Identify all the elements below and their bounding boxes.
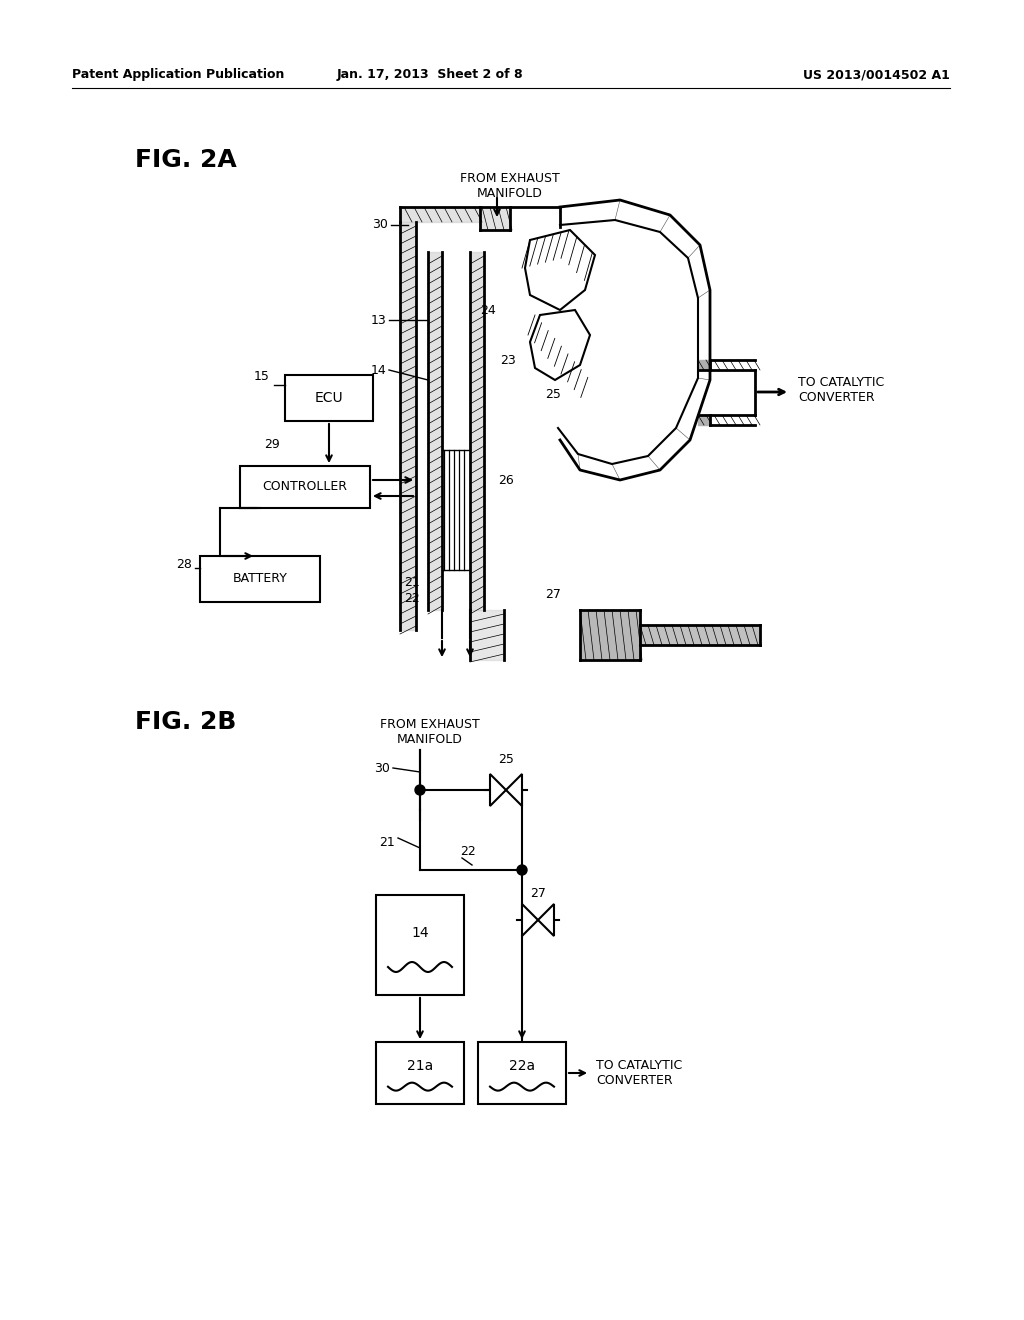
Text: 30: 30: [372, 219, 388, 231]
Polygon shape: [480, 207, 510, 230]
Text: 28: 28: [176, 558, 193, 572]
Text: 26: 26: [498, 474, 514, 487]
Text: FROM EXHAUST
MANIFOLD: FROM EXHAUST MANIFOLD: [460, 172, 560, 201]
Text: BATTERY: BATTERY: [232, 573, 288, 586]
Text: 22: 22: [404, 591, 420, 605]
Polygon shape: [640, 624, 760, 645]
Text: TO CATALYTIC
CONVERTER: TO CATALYTIC CONVERTER: [596, 1059, 682, 1086]
FancyBboxPatch shape: [376, 1041, 464, 1104]
Polygon shape: [506, 774, 522, 807]
Text: 15: 15: [254, 370, 270, 383]
Text: 21: 21: [379, 837, 395, 850]
Text: Patent Application Publication: Patent Application Publication: [72, 69, 285, 81]
Text: FIG. 2A: FIG. 2A: [135, 148, 237, 172]
Text: 21a: 21a: [407, 1059, 433, 1073]
Polygon shape: [525, 230, 595, 310]
Circle shape: [415, 785, 425, 795]
FancyBboxPatch shape: [376, 895, 464, 995]
Text: 22: 22: [460, 845, 476, 858]
Text: FROM EXHAUST
MANIFOLD: FROM EXHAUST MANIFOLD: [380, 718, 480, 746]
Text: 14: 14: [412, 927, 429, 940]
Text: TO CATALYTIC
CONVERTER: TO CATALYTIC CONVERTER: [798, 376, 885, 404]
Circle shape: [517, 865, 527, 875]
Text: 29: 29: [264, 438, 280, 451]
Polygon shape: [698, 414, 710, 425]
Text: 24: 24: [480, 304, 496, 317]
Polygon shape: [522, 904, 538, 936]
Polygon shape: [490, 774, 506, 807]
Polygon shape: [580, 610, 640, 660]
Text: ECU: ECU: [314, 391, 343, 405]
Text: 27: 27: [530, 887, 546, 900]
Text: 13: 13: [371, 314, 386, 326]
Text: FIG. 2B: FIG. 2B: [135, 710, 237, 734]
Polygon shape: [538, 904, 554, 936]
Text: CONTROLLER: CONTROLLER: [262, 480, 347, 494]
FancyBboxPatch shape: [478, 1041, 566, 1104]
Text: 22a: 22a: [509, 1059, 536, 1073]
Polygon shape: [400, 207, 480, 222]
Text: 21: 21: [404, 577, 420, 590]
Text: US 2013/0014502 A1: US 2013/0014502 A1: [803, 69, 950, 81]
Text: 30: 30: [374, 762, 390, 775]
Text: 25: 25: [498, 752, 514, 766]
Text: 25: 25: [545, 388, 561, 401]
FancyBboxPatch shape: [200, 556, 319, 602]
Polygon shape: [698, 360, 710, 370]
FancyBboxPatch shape: [240, 466, 370, 508]
Text: 27: 27: [545, 589, 561, 602]
Text: 14: 14: [371, 363, 386, 376]
Polygon shape: [530, 310, 590, 380]
Text: 23: 23: [500, 354, 516, 367]
Text: Jan. 17, 2013  Sheet 2 of 8: Jan. 17, 2013 Sheet 2 of 8: [337, 69, 523, 81]
FancyBboxPatch shape: [285, 375, 373, 421]
